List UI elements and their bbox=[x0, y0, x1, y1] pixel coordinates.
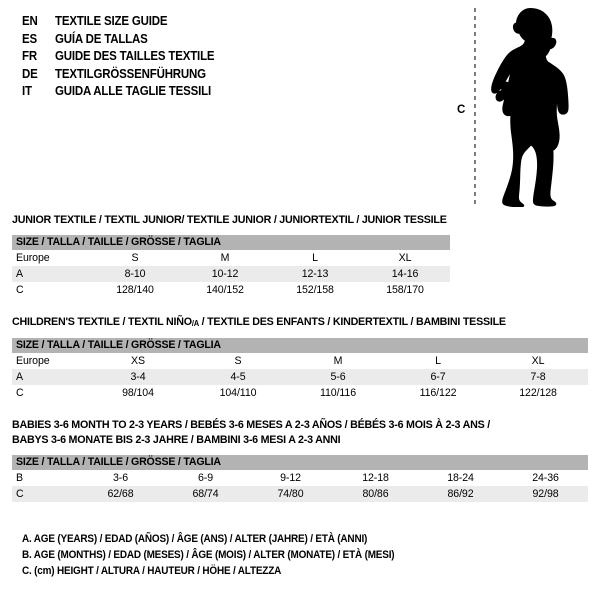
table-row: C 128/140 140/152 152/158 158/170 bbox=[12, 282, 451, 298]
cell-value: XS bbox=[88, 353, 188, 369]
cell-value: 3-6 bbox=[78, 470, 163, 486]
cell-value: 3-4 bbox=[88, 369, 188, 385]
cell-value: M bbox=[180, 250, 270, 266]
table-band-row: SIZE / TALLA / TAILLE / GRÖSSE / TAGLIA bbox=[12, 455, 589, 470]
table-row: Europe S M L XL bbox=[12, 250, 451, 266]
size-band-label: SIZE / TALLA / TAILLE / GRÖSSE / TAGLIA bbox=[12, 338, 589, 353]
babies-size-table: SIZE / TALLA / TAILLE / GRÖSSE / TAGLIA … bbox=[12, 455, 589, 502]
cell-value: 68/74 bbox=[163, 486, 248, 502]
cell-value: 152/158 bbox=[270, 282, 360, 298]
cell-value: 5-6 bbox=[288, 369, 388, 385]
cell-value: 128/140 bbox=[90, 282, 180, 298]
table-band-row: SIZE / TALLA / TAILLE / GRÖSSE / TAGLIA bbox=[12, 338, 589, 353]
cell-value: 92/98 bbox=[503, 486, 589, 502]
legend-line-a: A. AGE (YEARS) / EDAD (AÑOS) / ÂGE (ANS)… bbox=[22, 533, 368, 545]
guide-title: GUIDA ALLE TAGLIE TESSILI bbox=[55, 84, 211, 98]
row-label: A bbox=[12, 266, 90, 282]
row-label: B bbox=[12, 470, 78, 486]
table-band-row: SIZE / TALLA / TAILLE / GRÖSSE / TAGLIA bbox=[12, 235, 451, 250]
guide-title: GUÍA DE TALLAS bbox=[55, 31, 148, 46]
row-label: C bbox=[12, 282, 90, 298]
table-row: Europe XS S M L XL bbox=[12, 353, 589, 369]
section-title-subscript: /A bbox=[191, 319, 199, 328]
cell-value: 10-12 bbox=[180, 266, 270, 282]
language-row-it: IT GUIDA ALLE TAGLIE TESSILI bbox=[22, 84, 422, 102]
cell-value: 12-13 bbox=[270, 266, 360, 282]
cell-value: 62/68 bbox=[78, 486, 163, 502]
cell-value: 24-36 bbox=[503, 470, 589, 486]
table-row: C 62/68 68/74 74/80 80/86 86/92 92/98 bbox=[12, 486, 589, 502]
guide-title: GUIDE DES TAILLES TEXTILE bbox=[55, 49, 215, 63]
cell-value: L bbox=[388, 353, 488, 369]
language-row-fr: FR GUIDE DES TAILLES TEXTILE bbox=[22, 49, 422, 67]
language-row-en: EN TEXTILE SIZE GUIDE bbox=[22, 14, 422, 32]
section-title-suffix: / TEXTILE DES ENFANTS / KINDERTEXTIL / B… bbox=[198, 316, 506, 328]
section-babies-textile: BABIES 3-6 MONTH TO 2-3 YEARS / BEBÉS 3-… bbox=[12, 418, 589, 502]
cell-value: 8-10 bbox=[90, 266, 180, 282]
table-row: A 3-4 4-5 5-6 6-7 7-8 bbox=[12, 369, 589, 385]
guide-title: TEXTILGRÖSSENFÜHRUNG bbox=[55, 66, 206, 81]
height-measurement-figure: C bbox=[440, 0, 600, 212]
children-size-table: SIZE / TALLA / TAILLE / GRÖSSE / TAGLIA … bbox=[12, 338, 589, 401]
language-row-es: ES GUÍA DE TALLAS bbox=[22, 32, 422, 50]
section-title: CHILDREN'S TEXTILE / TEXTIL NIÑO/A / TEX… bbox=[12, 315, 554, 331]
cell-value: 18-24 bbox=[418, 470, 503, 486]
cell-value: M bbox=[288, 353, 388, 369]
cell-value: 12-18 bbox=[333, 470, 418, 486]
cell-value: 4-5 bbox=[188, 369, 288, 385]
cell-value: 158/170 bbox=[360, 282, 451, 298]
cell-value: 116/122 bbox=[388, 385, 488, 401]
cell-value: S bbox=[90, 250, 180, 266]
section-title: JUNIOR TEXTILE / TEXTIL JUNIOR/ TEXTILE … bbox=[12, 214, 447, 226]
cell-value: 140/152 bbox=[180, 282, 270, 298]
row-label: Europe bbox=[12, 250, 90, 266]
cell-value: XL bbox=[360, 250, 451, 266]
language-code: IT bbox=[22, 84, 32, 98]
cell-value: XL bbox=[488, 353, 589, 369]
height-dashed-line-icon bbox=[474, 8, 476, 208]
cell-value: 74/80 bbox=[248, 486, 333, 502]
table-row: C 98/104 104/110 110/116 116/122 122/128 bbox=[12, 385, 589, 401]
size-band-label: SIZE / TALLA / TAILLE / GRÖSSE / TAGLIA bbox=[12, 235, 451, 250]
row-label: Europe bbox=[12, 353, 88, 369]
table-row: A 8-10 10-12 12-13 14-16 bbox=[12, 266, 451, 282]
section-childrens-textile: CHILDREN'S TEXTILE / TEXTIL NIÑO/A / TEX… bbox=[12, 315, 589, 401]
cell-value: S bbox=[188, 353, 288, 369]
cell-value: 80/86 bbox=[333, 486, 418, 502]
row-label: C bbox=[12, 385, 88, 401]
language-title-block: EN TEXTILE SIZE GUIDE ES GUÍA DE TALLAS … bbox=[22, 14, 422, 102]
section-title-prefix: CHILDREN'S TEXTILE / TEXTIL NIÑO bbox=[12, 316, 192, 328]
language-code: FR bbox=[22, 49, 37, 63]
cell-value: 104/110 bbox=[188, 385, 288, 401]
size-band-label: SIZE / TALLA / TAILLE / GRÖSSE / TAGLIA bbox=[12, 455, 589, 470]
cell-value: 110/116 bbox=[288, 385, 388, 401]
cell-value: L bbox=[270, 250, 360, 266]
section-title-line1: BABIES 3-6 MONTH TO 2-3 YEARS / BEBÉS 3-… bbox=[12, 419, 490, 431]
row-label: C bbox=[12, 486, 78, 502]
cell-value: 98/104 bbox=[88, 385, 188, 401]
junior-size-table: SIZE / TALLA / TAILLE / GRÖSSE / TAGLIA … bbox=[12, 235, 451, 298]
cell-value: 6-9 bbox=[163, 470, 248, 486]
measurement-legend: A. AGE (YEARS) / EDAD (AÑOS) / ÂGE (ANS)… bbox=[22, 531, 542, 579]
section-junior-textile: JUNIOR TEXTILE / TEXTIL JUNIOR/ TEXTILE … bbox=[12, 213, 474, 298]
guide-title: TEXTILE SIZE GUIDE bbox=[55, 14, 168, 28]
language-code: ES bbox=[22, 31, 37, 46]
language-code: EN bbox=[22, 14, 38, 28]
table-row: B 3-6 6-9 9-12 12-18 18-24 24-36 bbox=[12, 470, 589, 486]
legend-line-b: B. AGE (MONTHS) / EDAD (MESES) / ÂGE (MO… bbox=[22, 549, 395, 561]
cell-value: 122/128 bbox=[488, 385, 589, 401]
section-title-line2: BABYS 3-6 MONATE BIS 2-3 JAHRE / BAMBINI… bbox=[12, 434, 341, 446]
toddler-silhouette-icon bbox=[491, 8, 569, 207]
legend-line-c: C. (cm) HEIGHT / ALTURA / HAUTEUR / HÖHE… bbox=[22, 565, 282, 577]
cell-value: 86/92 bbox=[418, 486, 503, 502]
language-row-de: DE TEXTILGRÖSSENFÜHRUNG bbox=[22, 67, 422, 85]
measure-label-c: C bbox=[457, 104, 466, 116]
language-code: DE bbox=[22, 66, 38, 81]
cell-value: 14-16 bbox=[360, 266, 451, 282]
cell-value: 6-7 bbox=[388, 369, 488, 385]
cell-value: 7-8 bbox=[488, 369, 589, 385]
cell-value: 9-12 bbox=[248, 470, 333, 486]
row-label: A bbox=[12, 369, 88, 385]
